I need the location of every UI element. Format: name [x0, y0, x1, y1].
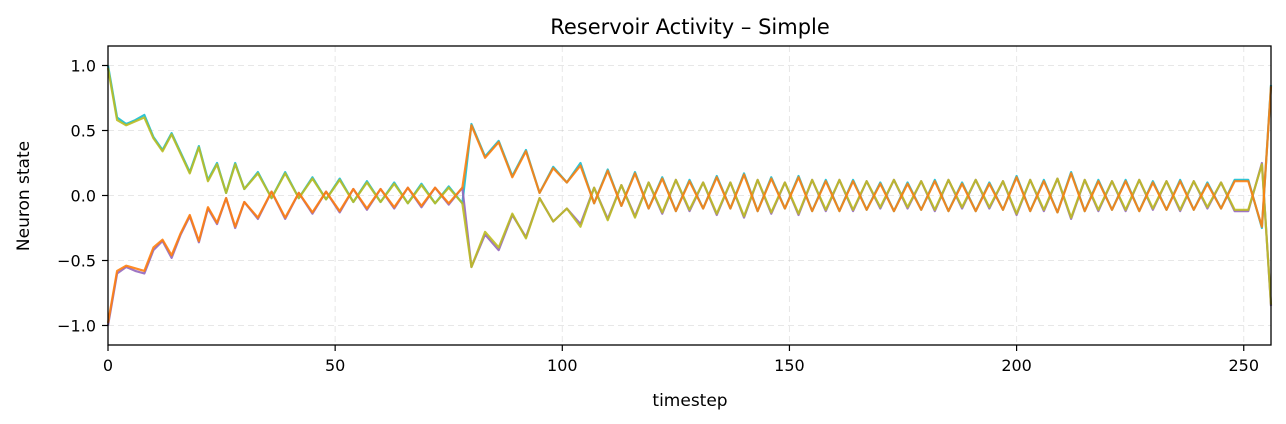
x-tick-label: 50 [325, 356, 345, 375]
x-tick-label: 150 [774, 356, 805, 375]
series-line-4 [106, 86, 1273, 324]
series-line-3 [106, 67, 1273, 305]
x-tick-label: 100 [547, 356, 578, 375]
x-tick-label: 200 [1001, 356, 1032, 375]
x-tick-label: 0 [103, 356, 113, 375]
y-tick-label: −0.5 [57, 252, 96, 271]
y-tick-label: 0.5 [71, 122, 96, 141]
x-axis-label: timestep [652, 391, 727, 411]
y-tick-label: 1.0 [71, 57, 96, 76]
y-tick-label: 0.0 [71, 187, 96, 206]
x-tick-label: 250 [1228, 356, 1259, 375]
ticks: 0 50 100 150 200 250 −1.0 −0.5 0.0 0.5 1.0 [57, 57, 1259, 376]
grid [107, 46, 1271, 345]
y-axis-label: Neuron state [14, 141, 34, 251]
chart-title: Reservoir Activity – Simple [550, 15, 830, 39]
series-lines [106, 65, 1273, 326]
y-tick-label: −1.0 [57, 317, 96, 336]
